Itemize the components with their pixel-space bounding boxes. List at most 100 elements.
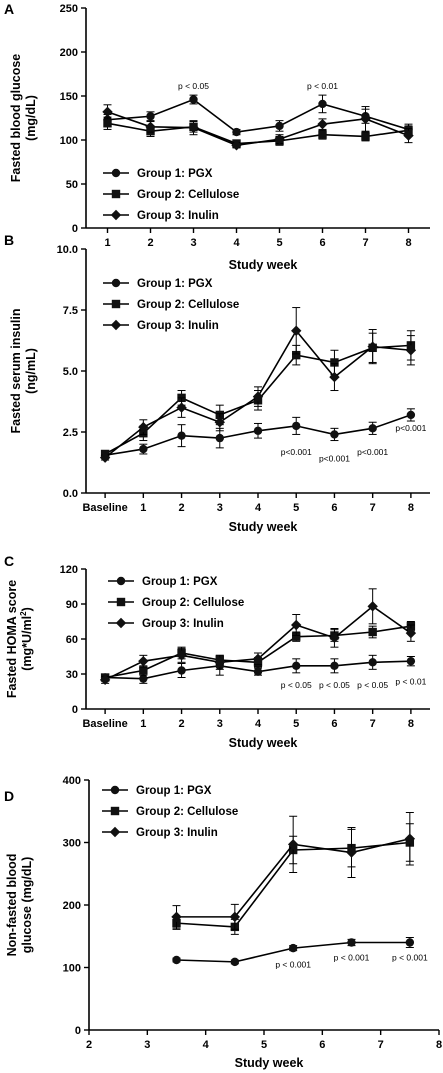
legend-label: Group 2: Cellulose	[136, 806, 238, 818]
series-1	[172, 937, 415, 967]
legend-marker	[110, 785, 120, 795]
chart-panel-c: C 0 30 60 90 120 Baseline 1 2 3 4 5 6 7 8 Study week Fas…	[4, 553, 430, 750]
data-point	[99, 674, 111, 686]
data-point	[330, 661, 339, 671]
data-point	[229, 911, 241, 923]
legend: Group 1: PGX Group 2: Cellulose Group 3: I…	[108, 576, 244, 630]
data-point	[172, 955, 181, 965]
y-axis-title: Fasted HOMA score(mg*U/ml2)	[5, 580, 34, 698]
data-point	[368, 424, 377, 433]
x-tick-label: 3	[190, 237, 196, 249]
x-tick-label: 4	[255, 502, 262, 514]
x-tick-label: 8	[408, 502, 414, 514]
x-tick-label: 1	[140, 718, 146, 730]
data-point	[361, 132, 370, 141]
data-point	[275, 121, 284, 131]
data-point	[232, 127, 241, 137]
p-value-annotation: p<0.001	[395, 423, 426, 433]
data-point	[177, 431, 186, 440]
data-point	[367, 341, 378, 352]
x-tick-label: Baseline	[82, 502, 127, 514]
data-point	[231, 140, 242, 151]
data-point	[405, 627, 417, 639]
data-point	[329, 371, 340, 383]
data-point	[102, 106, 113, 118]
data-point	[347, 938, 356, 947]
chart-panel-d: D 0 100 200 300 400 2 3 4 5 6 7 8 Study week Non-faste…	[4, 775, 442, 1070]
x-tick-label: 3	[144, 1039, 150, 1051]
series-3	[99, 307, 417, 463]
data-point	[177, 666, 186, 675]
data-point	[330, 358, 339, 367]
x-tick-label: 5	[261, 1039, 267, 1051]
data-point	[103, 119, 112, 128]
y-tick-label: 10.0	[57, 244, 78, 256]
legend-marker	[116, 597, 126, 607]
legend-marker	[109, 826, 121, 838]
y-tick-label: 7.5	[63, 305, 78, 317]
y-tick-label: 60	[66, 634, 78, 646]
data-point	[346, 847, 357, 858]
x-tick-label: 2	[178, 502, 184, 514]
y-tick-label: 30	[66, 669, 78, 681]
p-value-annotation: p<0.001	[319, 453, 350, 463]
legend-marker	[111, 189, 121, 199]
y-tick-label: 200	[63, 900, 81, 912]
data-point	[138, 655, 149, 667]
y-tick-label: 120	[60, 564, 78, 576]
legend-marker	[111, 299, 121, 309]
data-point	[188, 122, 199, 133]
x-tick-label: 8	[405, 237, 411, 249]
p-value-annotation: p<0.001	[357, 447, 388, 457]
legend-label: Group 1: PGX	[137, 278, 213, 290]
x-tick-label: 4	[203, 1039, 210, 1051]
panel-letter: B	[4, 232, 14, 248]
x-tick-label: 5	[293, 718, 299, 730]
y-tick-label: 0	[72, 223, 78, 235]
x-tick-label: 3	[217, 718, 223, 730]
y-tick-label: 90	[66, 599, 78, 611]
series-3	[102, 104, 414, 151]
legend-label: Group 3: Inulin	[142, 618, 224, 630]
x-tick-label: 6	[319, 1039, 325, 1051]
legend-marker	[110, 806, 120, 816]
legend-marker	[111, 278, 121, 288]
chart-panel-b: B 0.0 2.5 5.0 7.5 10.0 Baseline 1 2 3 4 5 6 7 8 Study w…	[4, 232, 430, 534]
x-tick-label: 8	[408, 718, 414, 730]
data-point	[230, 957, 240, 967]
x-tick-label: 1	[104, 237, 110, 249]
data-point	[253, 426, 263, 435]
legend-label: Group 1: PGX	[137, 168, 213, 180]
data-point	[329, 632, 340, 644]
p-value-annotation: p < 0.001	[392, 953, 428, 963]
data-point	[252, 653, 264, 665]
data-point	[292, 661, 301, 671]
x-tick-label: Baseline	[82, 718, 127, 730]
legend-label: Group 2: Cellulose	[137, 189, 239, 201]
p-value-annotation: p<0.001	[281, 447, 312, 457]
y-tick-label: 250	[60, 3, 78, 15]
data-point	[215, 433, 224, 443]
data-point	[139, 666, 148, 675]
data-point	[406, 656, 416, 666]
p-value-annotation: p < 0.05	[357, 680, 388, 690]
series-line	[107, 98, 409, 133]
legend: Group 1: PGX Group 2: Cellulose Group 3: I…	[102, 785, 238, 839]
data-point	[368, 627, 377, 637]
x-tick-label: 6	[331, 718, 337, 730]
data-point	[292, 421, 301, 431]
data-point	[360, 113, 371, 125]
x-tick-label: 6	[319, 237, 325, 249]
legend-label: Group 3: Inulin	[136, 827, 218, 839]
data-point	[274, 133, 285, 145]
legend-marker	[115, 617, 127, 629]
x-tick-label: 7	[378, 1039, 384, 1051]
panel-letter: C	[4, 553, 14, 569]
y-tick-label: 200	[60, 47, 78, 59]
data-point	[291, 619, 302, 631]
chart-panel-a: A 0 50 100 150 200 250 1 2 3 4 5 6 7 8 Study week Fasted…	[4, 1, 430, 272]
legend-marker	[111, 168, 121, 178]
data-point	[146, 112, 155, 121]
series-line	[107, 111, 409, 147]
data-point	[99, 452, 111, 463]
